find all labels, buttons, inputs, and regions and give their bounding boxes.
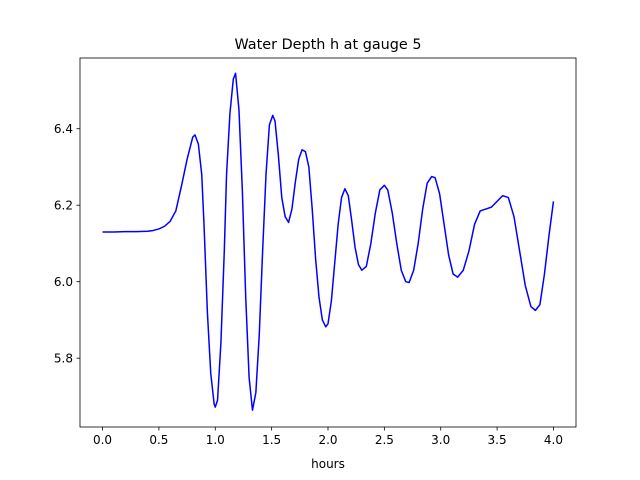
x-tick-label: 0.5 (149, 433, 168, 447)
x-tick-label: 2.5 (375, 433, 394, 447)
chart-title: Water Depth h at gauge 5 (234, 37, 421, 53)
y-axis: 5.8 6.0 6.2 6.4 (54, 122, 80, 365)
x-tick-label: 1.0 (206, 433, 225, 447)
series-line-0 (102, 72, 555, 411)
x-axis: 0.0 0.5 1.0 1.5 2.0 2.5 3.0 3.5 4.0 (93, 427, 563, 447)
x-tick-label: 4.0 (544, 433, 563, 447)
y-tick-label: 6.0 (54, 275, 73, 289)
x-tick-label: 1.5 (262, 433, 281, 447)
x-tick-label: 0.0 (93, 433, 112, 447)
x-axis-label: hours (311, 457, 345, 471)
x-tick-label: 3.0 (431, 433, 450, 447)
x-tick-label: 2.0 (318, 433, 337, 447)
x-tick-label: 3.5 (488, 433, 507, 447)
y-tick-label: 6.4 (54, 122, 73, 136)
y-tick-label: 5.8 (54, 351, 73, 365)
y-tick-label: 6.2 (54, 198, 73, 212)
